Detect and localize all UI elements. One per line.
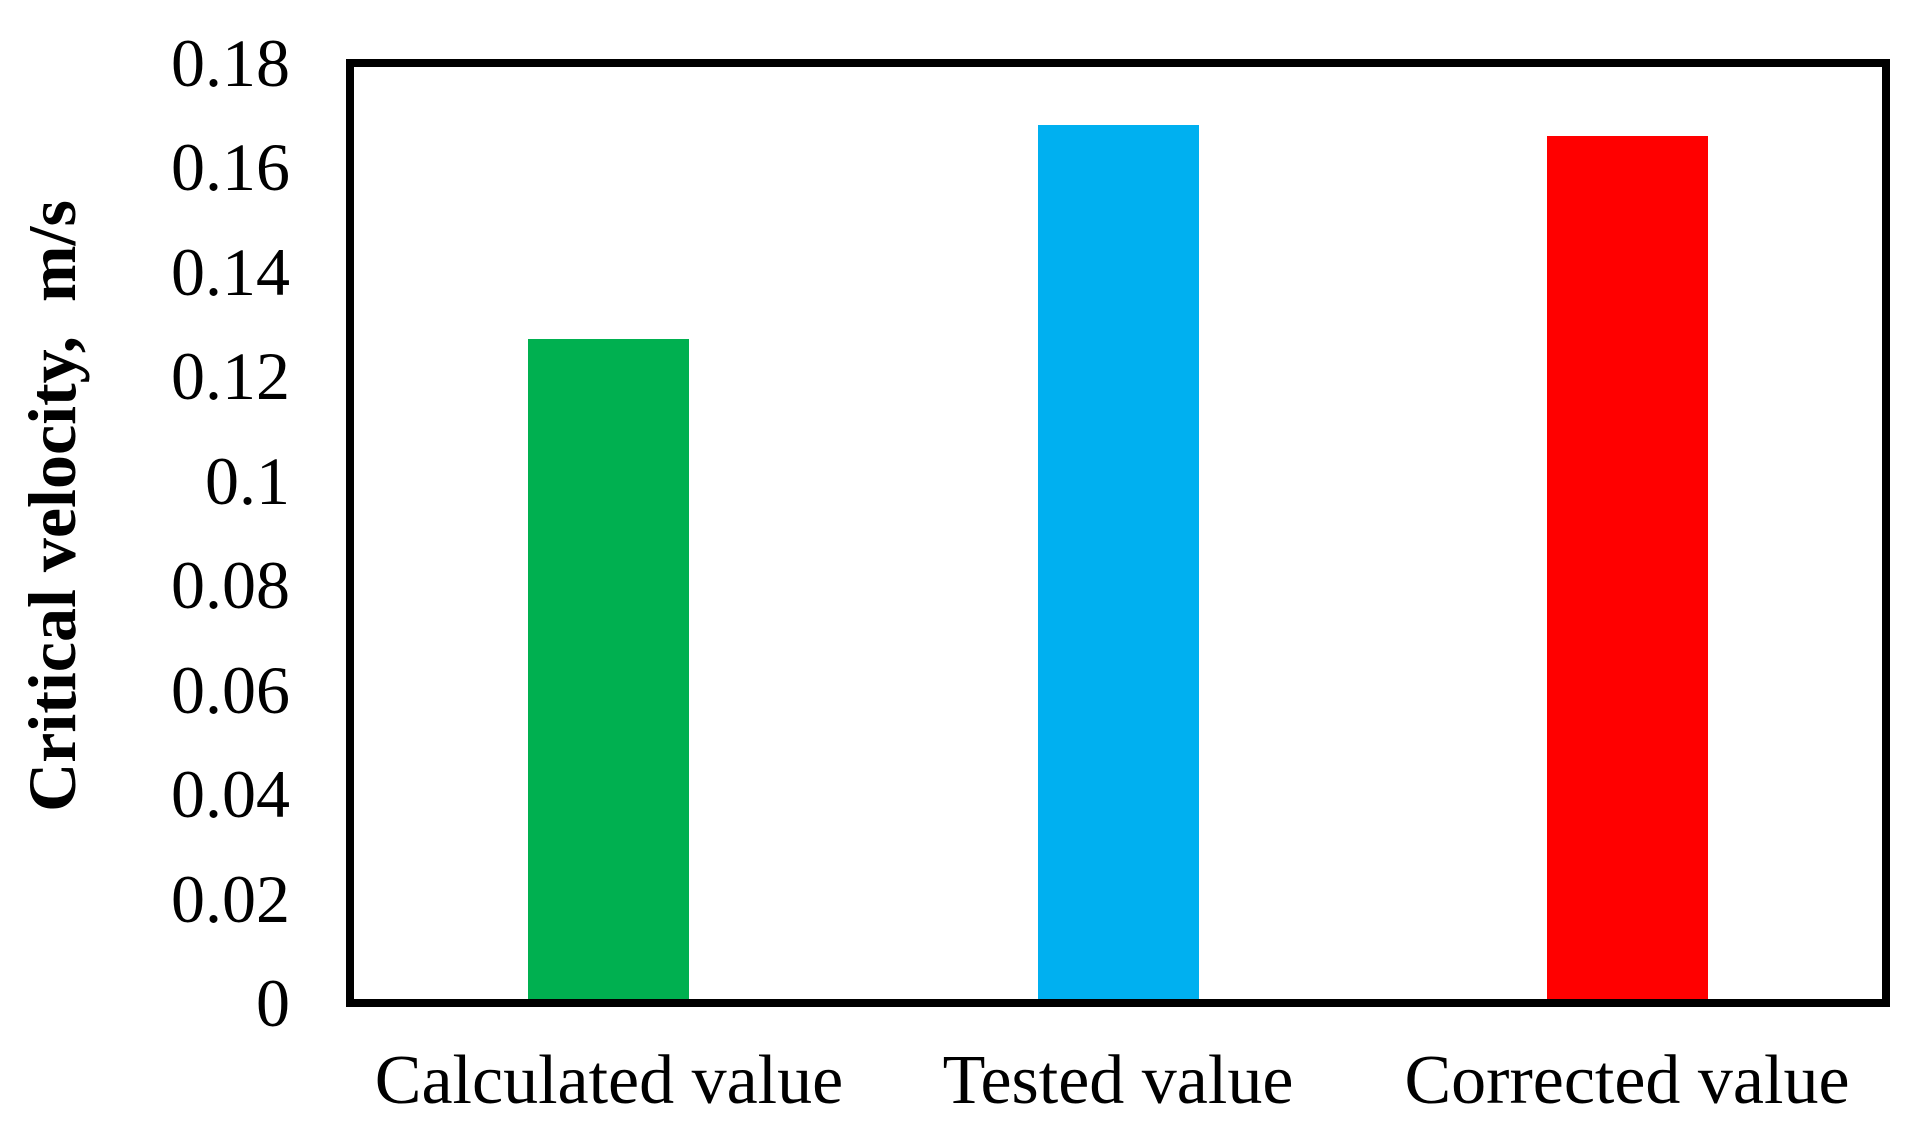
y-tick-label: 0.02 bbox=[171, 861, 290, 937]
x-category-label-tested: Tested value bbox=[942, 1042, 1294, 1119]
y-tick-label: 0.04 bbox=[171, 756, 290, 832]
y-axis-title: Critical velocity, m/s bbox=[14, 200, 90, 812]
y-tick-label: 0.1 bbox=[205, 443, 290, 519]
x-category-label-calculated: Calculated value bbox=[374, 1042, 844, 1119]
y-tick-label: 0.08 bbox=[171, 547, 290, 623]
y-tick-label: 0.06 bbox=[171, 652, 290, 728]
bar-calculated-value bbox=[528, 339, 689, 999]
y-tick-label: 0 bbox=[256, 965, 290, 1041]
y-tick-label: 0.14 bbox=[171, 234, 290, 310]
x-category-label-corrected: Corrected value bbox=[1404, 1042, 1850, 1119]
y-tick-label: 0.12 bbox=[171, 338, 290, 414]
y-tick-label: 0.18 bbox=[171, 25, 290, 101]
plot-area bbox=[346, 59, 1890, 1007]
y-tick-label: 0.16 bbox=[171, 129, 290, 205]
bar-tested-value bbox=[1038, 125, 1199, 999]
bar-corrected-value bbox=[1547, 136, 1708, 999]
